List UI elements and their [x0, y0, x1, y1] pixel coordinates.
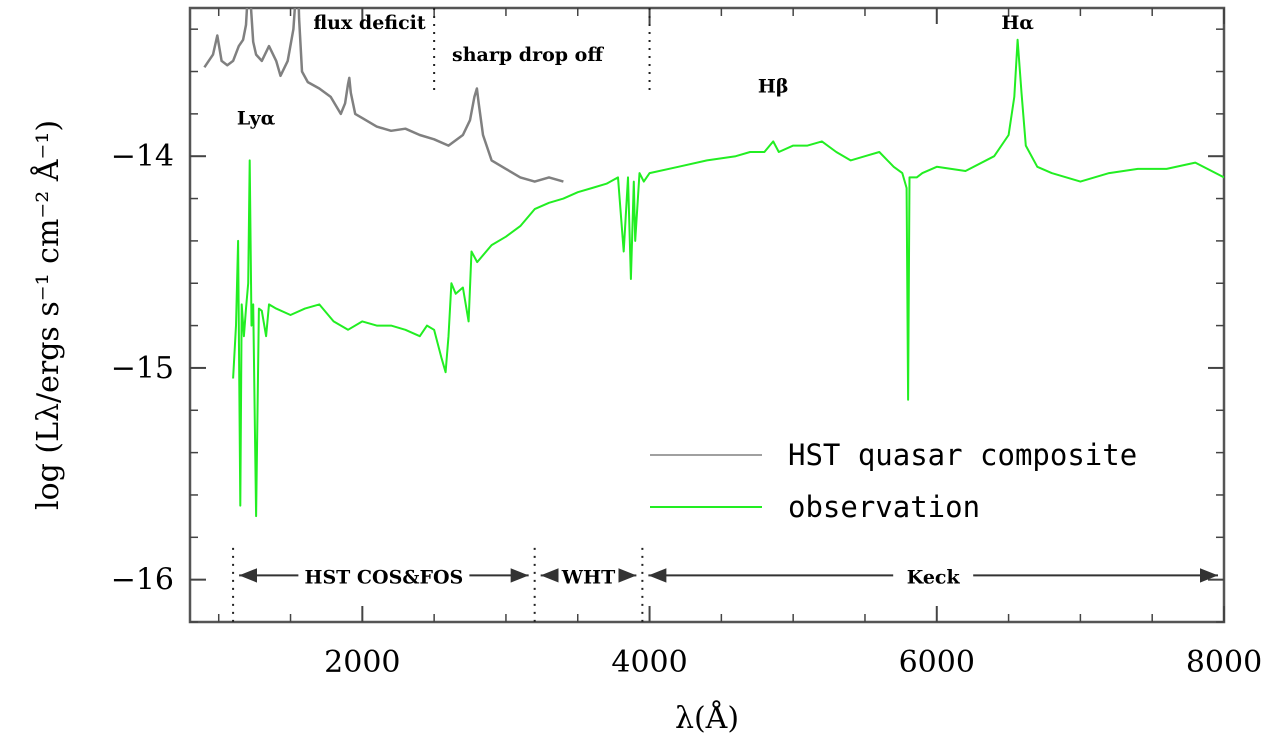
plot-frame-rect: [188, 6, 1226, 624]
dotted-markers: [232, 8, 651, 622]
annotation-label: flux deficit: [313, 12, 426, 34]
axis-ticks: 2000 4000 6000 8000 −14 −15 −16: [111, 8, 1262, 680]
plot-frame: [188, 6, 1226, 624]
series-line-0: [203, 8, 564, 183]
legend-entry-0: HST quasar composite: [788, 438, 1137, 472]
y-axis-label: log (Lλ/ergs s⁻¹ cm⁻² Å⁻¹): [30, 120, 66, 510]
instrument-ranges: HST COS&FOS WHT Keck: [239, 566, 1218, 588]
y-tick-label: −14: [111, 139, 174, 174]
range-label: Keck: [907, 566, 961, 588]
legend: HST quasar composite observation: [650, 438, 1137, 524]
x-axis-label: λ(Å): [675, 700, 739, 736]
annotation-label: Hβ: [758, 76, 789, 98]
annotation-label: Hα: [1001, 12, 1034, 34]
annotation-label: Lyα: [237, 107, 276, 129]
x-tick-label: 6000: [899, 645, 975, 680]
series-lines: [203, 8, 1224, 518]
x-tick-label: 2000: [324, 645, 400, 680]
annotations: flux deficit sharp drop off Lyα Hβ Hα: [237, 12, 1034, 129]
x-tick-label: 8000: [1186, 645, 1262, 680]
legend-entry-1: observation: [788, 490, 980, 524]
range-label: HST COS&FOS: [305, 566, 464, 588]
series-line-1: [232, 38, 1224, 518]
annotation-label: sharp drop off: [452, 44, 604, 66]
y-tick-label: −16: [111, 563, 174, 598]
range-label: WHT: [561, 566, 615, 588]
x-tick-label: 4000: [611, 645, 687, 680]
y-tick-label: −15: [111, 351, 174, 386]
